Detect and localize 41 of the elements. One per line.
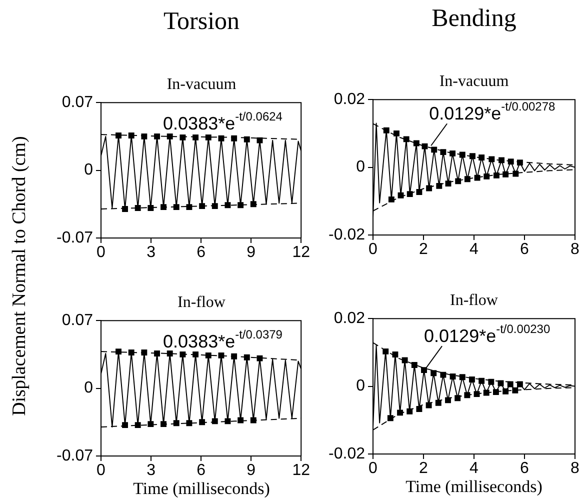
x-axis-title: Time (milliseconds) bbox=[404, 477, 544, 497]
x-tick-label: 0 bbox=[368, 460, 378, 478]
x-tick-label: 4 bbox=[470, 241, 479, 258]
y-tick-label: 0 bbox=[84, 162, 94, 179]
x-tick-label: 8 bbox=[570, 460, 580, 478]
x-tick-label: 6 bbox=[196, 462, 206, 480]
y-tick-label: 0 bbox=[84, 380, 94, 397]
x-tick-label: 2 bbox=[419, 241, 428, 258]
y-axis-title: Displacement Normal to Chord (cm) bbox=[9, 135, 31, 418]
y-tick-label: 0 bbox=[356, 378, 366, 395]
x-tick-label: 4 bbox=[470, 460, 479, 478]
y-tick-label: -0.02 bbox=[328, 445, 366, 462]
x-tick-label: 6 bbox=[520, 241, 530, 258]
x-tick-label: 0 bbox=[96, 462, 106, 480]
y-tick-label: 0.07 bbox=[62, 94, 94, 112]
x-tick-label: 0 bbox=[368, 241, 378, 258]
y-tick-label: 0.02 bbox=[334, 310, 366, 328]
y-tick-label: 0.02 bbox=[334, 91, 366, 108]
chart-subtitle: In-vacuum bbox=[438, 73, 510, 91]
y-tick-label: -0.07 bbox=[56, 447, 94, 464]
chart-title: In-flow bbox=[176, 294, 226, 312]
x-tick-label: 2 bbox=[419, 460, 428, 478]
x-tick-label: 9 bbox=[246, 462, 256, 480]
x-tick-label: 3 bbox=[146, 462, 156, 480]
chart-subtitle: In-vacuum bbox=[166, 76, 238, 94]
x-tick-label: 12 bbox=[292, 462, 310, 480]
x-axis-title: Time (milliseconds) bbox=[132, 479, 271, 499]
y-tick-label: 0.07 bbox=[62, 312, 94, 330]
chart-title: Bending bbox=[430, 5, 518, 33]
y-tick-label: -0.07 bbox=[56, 229, 94, 246]
x-tick-label: 9 bbox=[246, 244, 256, 262]
x-tick-label: 0 bbox=[96, 244, 106, 262]
x-tick-label: 6 bbox=[520, 460, 530, 478]
y-tick-label: -0.02 bbox=[328, 226, 366, 244]
x-tick-label: 3 bbox=[146, 244, 156, 262]
x-tick-label: 12 bbox=[292, 244, 310, 262]
y-tick-label: 0 bbox=[356, 158, 366, 176]
chart-title: In-flow bbox=[449, 292, 499, 310]
x-tick-label: 8 bbox=[570, 241, 580, 258]
x-tick-label: 6 bbox=[196, 244, 206, 262]
chart-title: Torsion bbox=[162, 8, 241, 36]
